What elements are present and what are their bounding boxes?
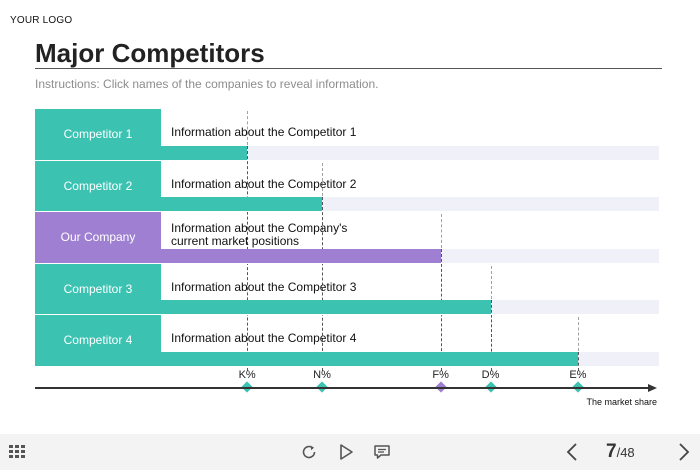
page-counter: 7 / 48 bbox=[606, 441, 635, 463]
share-tick-label: D% bbox=[481, 369, 500, 381]
market-share-bar-5 bbox=[161, 351, 578, 366]
logo: YOUR LOGO bbox=[10, 15, 73, 26]
page-separator: / bbox=[616, 445, 621, 460]
x-axis-arrow bbox=[648, 384, 657, 392]
company-info-line: Information about the Competitor 2 bbox=[171, 176, 357, 191]
company-info-line: Information about the Company's bbox=[171, 221, 348, 235]
market-share-bar-3 bbox=[161, 248, 441, 263]
page-title: Major Competitors bbox=[35, 38, 265, 68]
share-tick-label: F% bbox=[432, 369, 449, 381]
row-divider bbox=[35, 314, 659, 315]
company-info-line: Information about the Competitor 1 bbox=[171, 125, 357, 139]
instructions-text: Instructions: Click names of the compani… bbox=[35, 77, 379, 91]
next-slide-button[interactable] bbox=[672, 434, 696, 470]
player-toolbar bbox=[0, 434, 700, 470]
play-icon bbox=[340, 444, 353, 460]
chevron-left-icon bbox=[566, 443, 577, 461]
guide-line bbox=[490, 265, 492, 299]
company-button-3[interactable]: Our Company bbox=[35, 212, 161, 263]
x-axis-line bbox=[35, 387, 650, 389]
title-divider bbox=[35, 68, 662, 69]
company-info-3: Information about the Company's current m… bbox=[171, 222, 347, 248]
share-tick-label: E% bbox=[569, 369, 587, 381]
replay-icon bbox=[302, 445, 316, 459]
guide-line bbox=[322, 162, 324, 196]
company-info-4: Information about the Competitor 3 bbox=[171, 279, 357, 294]
market-share-bar-2 bbox=[161, 197, 323, 211]
guide-line bbox=[322, 197, 324, 371]
company-info-5: Information about the Competitor 4 bbox=[171, 332, 356, 345]
guide-line bbox=[577, 351, 579, 371]
row-divider bbox=[35, 159, 659, 161]
company-button-2[interactable]: Competitor 2 bbox=[35, 160, 161, 211]
company-info-line: Information about the Competitor 4 bbox=[171, 331, 357, 345]
company-info-line: Information about the Competitor 3 bbox=[171, 279, 357, 294]
grid-icon bbox=[9, 445, 25, 458]
market-share-bar-4 bbox=[161, 300, 491, 314]
x-axis-label: The market share bbox=[586, 397, 657, 407]
guide-line bbox=[490, 300, 492, 371]
notes-icon bbox=[374, 445, 390, 459]
row-divider bbox=[35, 262, 659, 264]
play-button[interactable] bbox=[333, 434, 359, 470]
company-info-2: Information about the Competitor 2 bbox=[171, 176, 357, 191]
company-button-1[interactable]: Competitor 1 bbox=[35, 109, 161, 160]
row-divider bbox=[35, 211, 659, 212]
share-tick-label: N% bbox=[313, 369, 331, 381]
market-share-bar-1 bbox=[161, 145, 248, 160]
current-page-number: 7 bbox=[606, 441, 617, 462]
bar-track bbox=[161, 145, 659, 160]
menu-button[interactable] bbox=[4, 434, 32, 470]
company-button-5[interactable]: Competitor 4 bbox=[35, 315, 161, 366]
company-info-line: current market positions bbox=[171, 234, 300, 248]
guide-line bbox=[577, 317, 579, 351]
company-button-4[interactable]: Competitor 3 bbox=[35, 263, 161, 314]
share-tick-label: K% bbox=[238, 369, 256, 381]
guide-line bbox=[247, 111, 249, 145]
notes-button[interactable] bbox=[369, 434, 395, 470]
previous-slide-button[interactable] bbox=[560, 434, 584, 470]
chevron-right-icon bbox=[679, 443, 690, 461]
guide-line bbox=[440, 214, 442, 248]
company-info-1: Information about the Competitor 1 bbox=[171, 126, 356, 139]
replay-button[interactable] bbox=[296, 434, 322, 470]
total-pages: 48 bbox=[620, 445, 635, 460]
competitor-chart: Competitor 1 Information about the Compet… bbox=[35, 109, 659, 407]
